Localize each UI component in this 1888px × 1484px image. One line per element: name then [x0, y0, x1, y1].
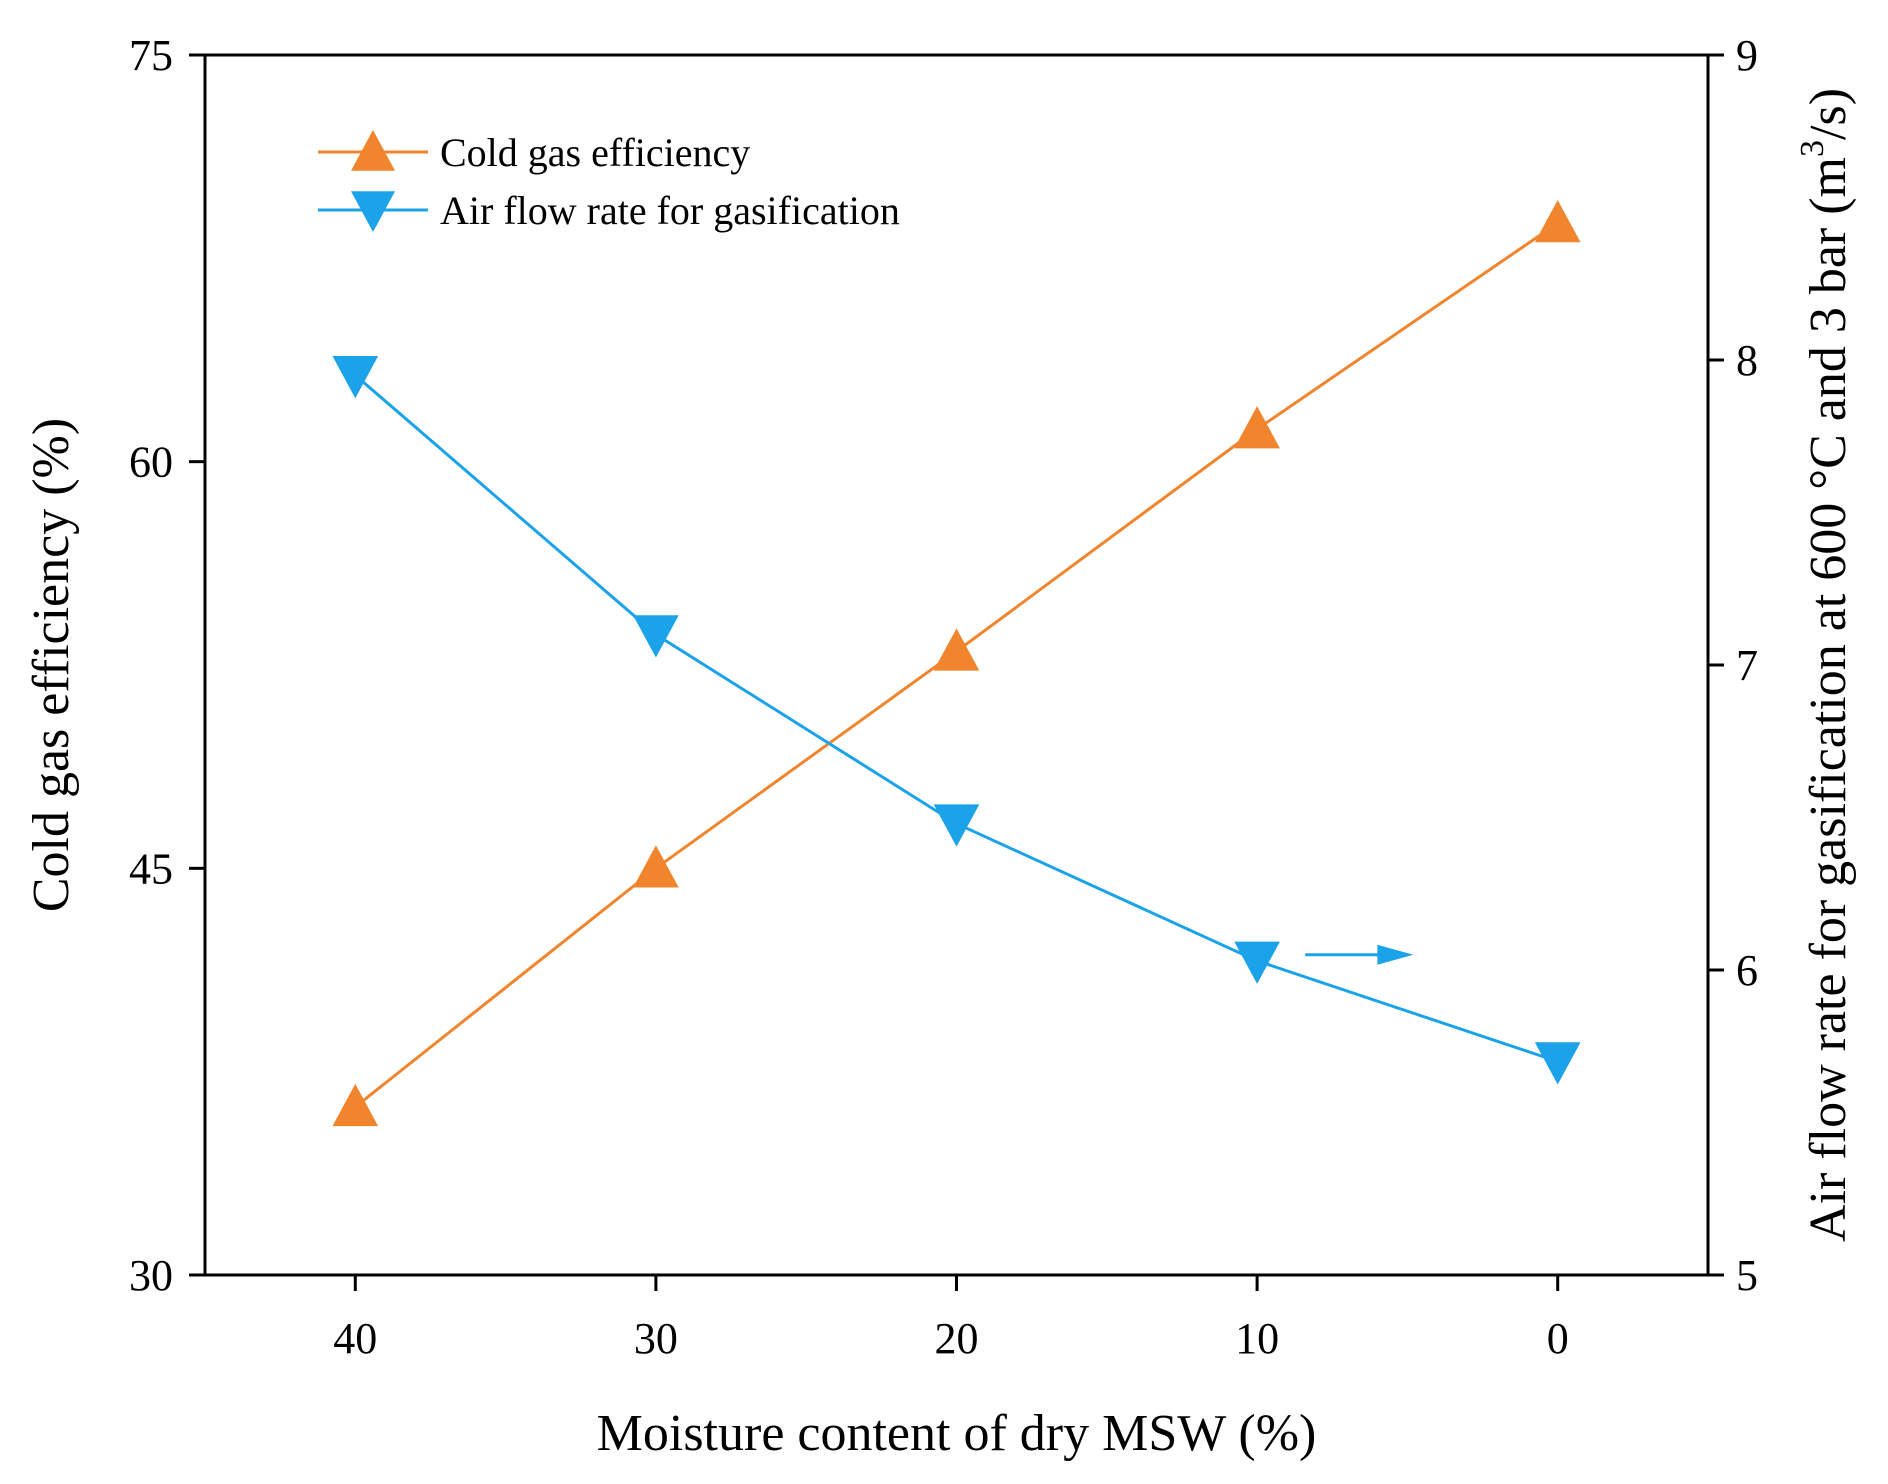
series-2-point	[1234, 941, 1280, 984]
legend-marker-2	[351, 191, 395, 232]
y-right-title-main: Air flow rate for gasification at 600 °C…	[1800, 157, 1857, 1242]
axes: 40 30 20 10 0 30 45 60 75 5 6 7 8 9	[129, 31, 1758, 1363]
y-left-tick-label: 75	[129, 31, 173, 80]
x-tick-label: 40	[333, 1314, 377, 1363]
y-left-tick-label: 60	[129, 438, 173, 487]
y-right-title-tail: /s)	[1800, 88, 1857, 140]
series-line-2	[354, 374, 1559, 1063]
x-tick-label: 30	[634, 1314, 678, 1363]
y-left-tick-label: 45	[129, 844, 173, 893]
y-left-axis-title: Cold gas efficiency (%)	[23, 418, 80, 912]
x-tick-label: 20	[935, 1314, 979, 1363]
legend-label-2: Air flow rate for gasification	[440, 188, 900, 233]
y-right-axis-title: Air flow rate for gasification at 600 °C…	[1794, 88, 1857, 1242]
y-right-tick-label: 6	[1736, 946, 1758, 995]
series-2-point	[1534, 1042, 1581, 1085]
series-layer	[332, 200, 1581, 1127]
series-1-point	[633, 845, 679, 888]
series-2-point	[332, 356, 379, 399]
x-axis-title: Moisture content of dry MSW (%)	[597, 1405, 1317, 1462]
legend: Cold gas efficiency Air flow rate for gas…	[318, 130, 900, 233]
x-tick-label: 0	[1547, 1314, 1569, 1363]
series-2-point	[933, 804, 980, 847]
y-right-tick-label: 9	[1736, 31, 1758, 80]
x-tick-label: 10	[1235, 1314, 1279, 1363]
legend-label-1: Cold gas efficiency	[440, 130, 750, 175]
right-axis-arrow-head	[1377, 944, 1414, 965]
legend-marker-1	[351, 130, 395, 171]
y-right-tick-label: 5	[1736, 1251, 1758, 1300]
y-right-tick-label: 8	[1736, 336, 1758, 385]
series-2-point	[633, 615, 679, 658]
y-right-tick-label: 7	[1736, 641, 1758, 690]
series-1-point	[332, 1083, 379, 1127]
y-right-title-superscript: 3	[1794, 140, 1831, 157]
series-1-point	[1534, 200, 1581, 243]
series-1-point	[933, 628, 980, 671]
series-1-point	[1234, 406, 1280, 449]
y-left-tick-label: 30	[129, 1251, 173, 1300]
